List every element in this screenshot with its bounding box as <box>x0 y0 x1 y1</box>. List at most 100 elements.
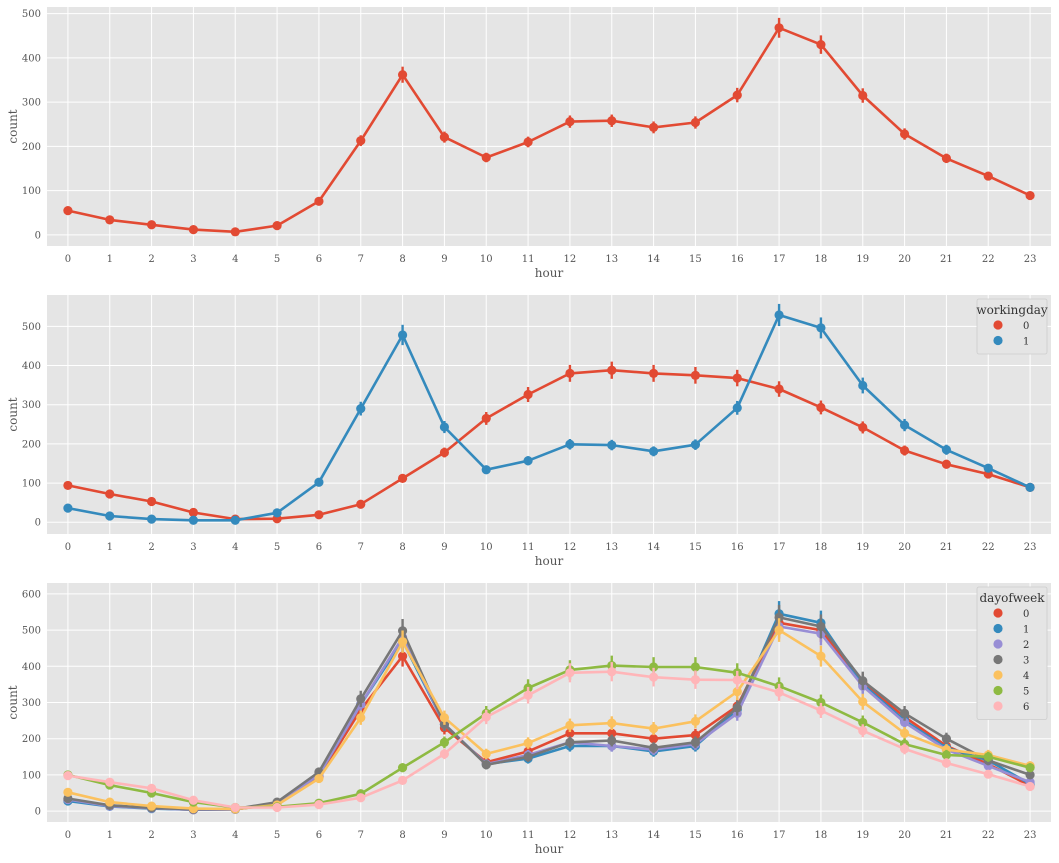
legend-label: 0 <box>1023 609 1029 620</box>
series-line <box>67 670 1031 809</box>
data-point <box>523 137 533 147</box>
series-4 <box>63 618 1035 814</box>
data-point <box>732 90 742 100</box>
legend-label: 4 <box>1023 671 1029 682</box>
data-point <box>607 365 617 375</box>
data-point <box>356 499 366 509</box>
data-point <box>397 330 408 340</box>
legend-marker <box>993 670 1003 680</box>
y-tick-label: 500 <box>22 9 41 20</box>
data-point <box>1025 781 1035 792</box>
data-point <box>1025 190 1035 201</box>
data-point <box>314 773 324 784</box>
x-tick-label: 18 <box>815 254 828 265</box>
x-tick-label: 21 <box>940 542 953 553</box>
data-point <box>314 800 324 810</box>
data-point <box>523 752 533 762</box>
y-tick-label: 100 <box>22 770 41 781</box>
x-tick-label: 10 <box>480 830 493 841</box>
data-point <box>648 662 659 672</box>
series-line <box>67 628 1031 811</box>
legend-title: workingday <box>976 303 1048 317</box>
data-point <box>146 220 157 230</box>
x-tick-label: 13 <box>605 830 618 841</box>
legend-marker <box>993 639 1003 649</box>
x-tick-label: 8 <box>399 542 405 553</box>
data-point <box>314 196 324 206</box>
data-point <box>565 668 575 678</box>
x-tick-label: 21 <box>940 254 953 265</box>
data-point <box>523 738 533 748</box>
data-point <box>105 777 115 787</box>
data-point <box>816 323 826 333</box>
data-point <box>523 690 533 700</box>
y-tick-label: 500 <box>22 322 41 333</box>
data-point <box>648 672 659 682</box>
data-point <box>732 703 742 713</box>
data-point <box>63 771 73 781</box>
x-tick-label: 17 <box>773 830 786 841</box>
legend-marker <box>993 623 1003 634</box>
data-point <box>648 723 659 734</box>
data-point <box>397 637 408 647</box>
data-point <box>565 737 575 747</box>
data-point <box>63 503 73 513</box>
x-tick-label: 14 <box>647 830 660 841</box>
x-tick-label: 7 <box>358 830 364 841</box>
data-point <box>188 225 199 235</box>
x-tick-label: 4 <box>232 830 238 841</box>
series-line <box>67 368 1031 521</box>
x-tick-label: 12 <box>564 830 577 841</box>
x-tick-label: 20 <box>898 254 911 265</box>
data-point <box>188 804 199 814</box>
y-tick-label: 400 <box>22 361 41 372</box>
data-point <box>816 402 826 413</box>
x-tick-label: 20 <box>898 542 911 553</box>
data-point <box>314 510 324 520</box>
x-tick-label: 15 <box>689 830 702 841</box>
data-point <box>690 737 701 747</box>
data-point <box>774 687 784 697</box>
data-point <box>732 373 742 383</box>
data-point <box>648 734 659 744</box>
data-point <box>565 368 575 378</box>
data-point <box>607 735 617 746</box>
x-tick-label: 7 <box>358 254 364 265</box>
x-tick-label: 0 <box>65 254 71 265</box>
series-line <box>67 313 1031 522</box>
data-point <box>941 758 952 768</box>
data-point <box>439 713 450 723</box>
y-tick-label: 600 <box>22 589 41 600</box>
data-point <box>648 743 659 753</box>
x-tick-label: 2 <box>148 830 154 841</box>
x-tick-label: 6 <box>316 830 322 841</box>
data-point <box>439 447 450 458</box>
data-point <box>774 384 784 394</box>
data-point <box>648 446 659 456</box>
legend-box <box>976 586 1048 720</box>
data-point <box>481 760 491 770</box>
data-point <box>774 23 784 33</box>
legend-marker <box>993 608 1003 618</box>
x-tick-label: 8 <box>399 254 405 265</box>
data-point <box>356 713 366 723</box>
data-point <box>690 675 701 685</box>
data-point <box>648 368 659 378</box>
y-axis-label: count <box>6 109 20 143</box>
x-tick-label: 21 <box>940 830 953 841</box>
x-tick-label: 22 <box>982 542 995 553</box>
data-point <box>899 129 910 139</box>
data-point <box>899 420 910 430</box>
x-tick-label: 22 <box>982 254 995 265</box>
data-point <box>983 463 993 473</box>
x-tick-label: 18 <box>815 830 828 841</box>
data-point <box>63 480 73 491</box>
legend-label: 3 <box>1023 656 1029 667</box>
data-point <box>105 797 115 807</box>
data-point <box>816 705 826 716</box>
x-tick-label: 13 <box>605 542 618 553</box>
legend-marker <box>993 701 1003 711</box>
data-point <box>314 477 324 487</box>
